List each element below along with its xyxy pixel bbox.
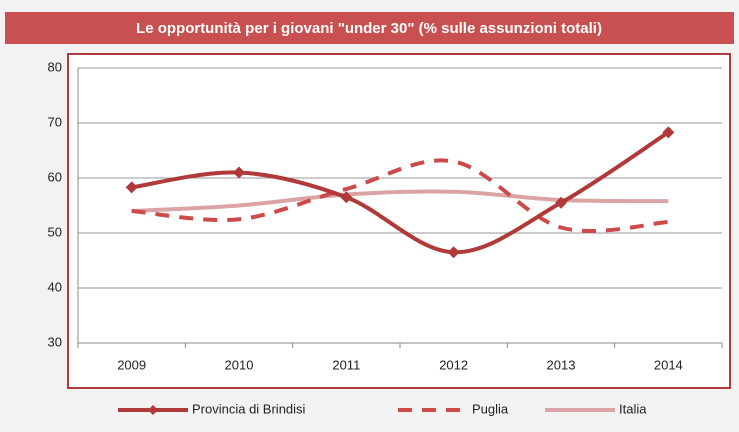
legend-label: Provincia di Brindisi (192, 401, 306, 416)
chart-title: Le opportunità per i giovani "under 30" … (136, 20, 602, 37)
legend-label: Puglia (472, 401, 509, 416)
y-tick-label: 30 (48, 334, 62, 349)
line-series (131, 158, 669, 234)
marker (555, 196, 567, 209)
x-tick-label: 2014 (654, 357, 683, 372)
y-tick-label: 70 (48, 114, 62, 129)
title-bar (5, 12, 734, 44)
legend-label: Italia (619, 401, 647, 416)
line-series (131, 189, 669, 213)
line-series (131, 130, 670, 255)
y-tick-label: 60 (48, 169, 62, 184)
marker (340, 191, 353, 204)
y-tick-label: 50 (48, 224, 62, 239)
x-tick-label: 2009 (117, 357, 146, 372)
x-tick-label: 2010 (225, 357, 254, 372)
y-tick-label: 80 (48, 59, 62, 74)
marker (447, 246, 460, 259)
x-tick-label: 2012 (439, 357, 468, 372)
y-tick-label: 40 (48, 279, 62, 294)
marker (233, 166, 245, 179)
marker (125, 181, 138, 194)
marker (662, 126, 675, 139)
plot-frame (67, 53, 731, 389)
x-tick-label: 2011 (332, 357, 360, 372)
x-tick-label: 2013 (547, 357, 576, 372)
legend-marker (148, 405, 158, 415)
